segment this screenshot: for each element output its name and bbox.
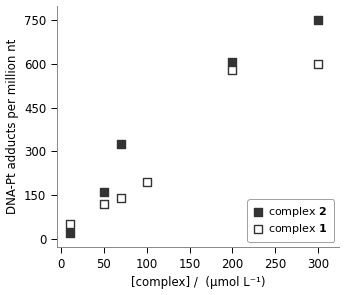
complex $\mathbf{1}$ — [67, 222, 72, 227]
Y-axis label: DNA-Pt adducts per million nt: DNA-Pt adducts per million nt — [6, 39, 19, 214]
Legend: complex $\mathbf{2}$, complex $\mathbf{1}$: complex $\mathbf{2}$, complex $\mathbf{1… — [247, 199, 334, 242]
complex $\mathbf{2}$ — [101, 190, 107, 194]
complex $\mathbf{1}$ — [230, 67, 235, 72]
complex $\mathbf{1}$ — [101, 201, 107, 206]
complex $\mathbf{2}$ — [67, 230, 72, 235]
complex $\mathbf{2}$ — [315, 18, 321, 22]
complex $\mathbf{2}$ — [230, 60, 235, 65]
complex $\mathbf{1}$ — [144, 180, 149, 184]
complex $\mathbf{1}$ — [118, 196, 124, 200]
complex $\mathbf{1}$ — [315, 61, 321, 66]
X-axis label: [complex] /  (μmol L⁻¹): [complex] / (μmol L⁻¹) — [131, 276, 265, 289]
complex $\mathbf{2}$ — [118, 142, 124, 146]
